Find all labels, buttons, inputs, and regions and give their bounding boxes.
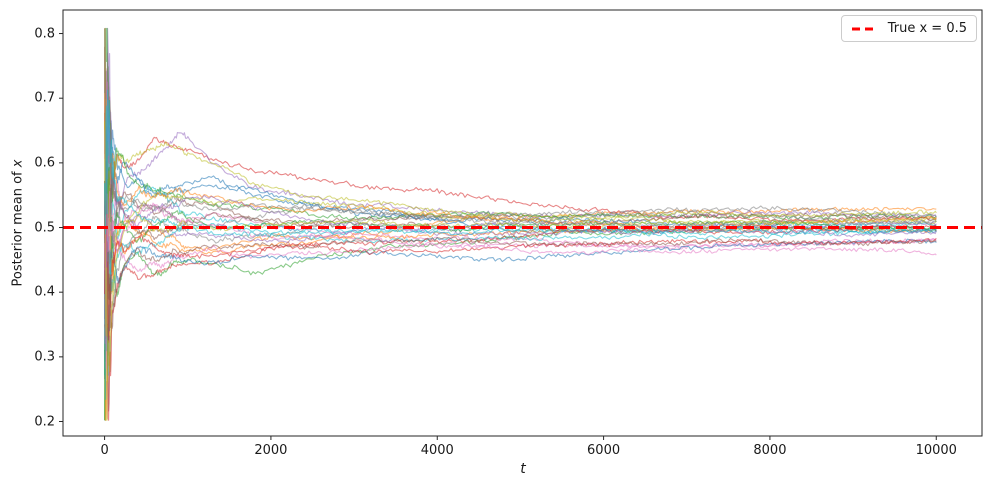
y-axis-label: Posterior mean of x (11, 160, 26, 287)
x-axis-label: t (520, 461, 526, 477)
plot-frame (62, 9, 983, 437)
trajectory-line (104, 186, 937, 367)
trajectory-line (104, 99, 937, 324)
y-tick-label: 0.8 (34, 26, 55, 42)
trajectory-line (104, 27, 937, 229)
trajectory-line (104, 121, 937, 383)
y-tick-label: 0.5 (34, 220, 55, 236)
y-tick-label: 0.6 (34, 155, 55, 171)
x-tick-label: 10000 (915, 443, 957, 458)
legend-dash-sample-icon (851, 27, 878, 30)
trajectory-line (104, 27, 937, 269)
y-tick-label: 0.2 (34, 414, 55, 429)
y-tick-label: 0.4 (34, 284, 55, 300)
trajectory-line (104, 224, 937, 421)
x-tick-label: 4000 (420, 443, 454, 458)
legend: True x = 0.5 (840, 15, 977, 42)
x-tick-label: 6000 (587, 443, 621, 458)
trajectory-line (104, 160, 937, 329)
x-tick-label: 0 (100, 443, 109, 458)
legend-label: True x = 0.5 (887, 21, 967, 36)
trajectory-line (104, 89, 937, 238)
trajectory-line (104, 141, 937, 421)
trajectory-line (104, 222, 937, 400)
trajectory-line (104, 140, 937, 421)
x-tick-label: 2000 (254, 443, 288, 458)
y-axis-label-math-x: x (10, 159, 26, 168)
trajectory-line (104, 180, 937, 376)
x-tick-label: 8000 (753, 443, 787, 458)
trajectory-line (104, 27, 937, 319)
y-axis-label-text: Posterior mean of (10, 167, 26, 287)
y-tick-label: 0.3 (34, 349, 55, 365)
trajectory-line (104, 194, 937, 343)
trajectory-line (104, 46, 937, 292)
trajectory-line (104, 27, 937, 234)
trajectory-line (104, 68, 937, 330)
y-tick-label: 0.7 (34, 90, 55, 106)
trajectory-line (104, 191, 937, 369)
